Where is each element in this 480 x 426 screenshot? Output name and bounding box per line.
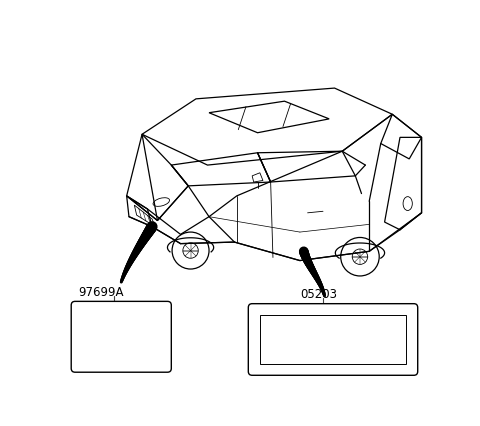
FancyBboxPatch shape <box>248 304 418 375</box>
FancyBboxPatch shape <box>71 301 171 372</box>
Text: 05203: 05203 <box>300 288 337 301</box>
Text: 97699A: 97699A <box>78 286 124 299</box>
Bar <box>260 315 406 364</box>
